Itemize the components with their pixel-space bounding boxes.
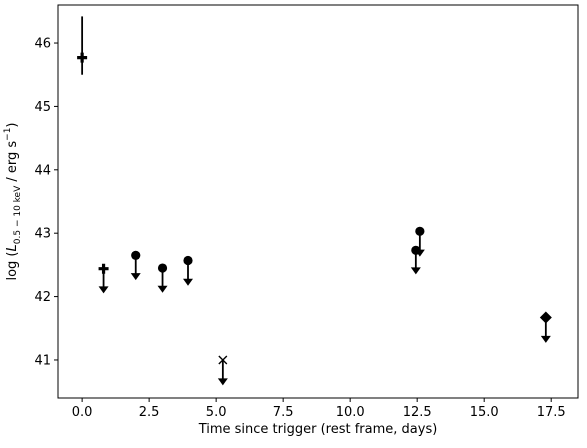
plus-marker — [98, 263, 109, 274]
plus-marker — [77, 52, 88, 63]
data-point — [183, 255, 193, 286]
data-point — [414, 226, 425, 257]
x-tick-label: 2.5 — [139, 405, 160, 420]
data-point — [217, 355, 228, 386]
y-axis-title-subscript: 0.5 − 10 keV — [13, 185, 23, 244]
y-tick-label: 46 — [34, 37, 51, 52]
upper-limit-arrowhead — [98, 286, 109, 294]
x-axis-title: Time since trigger (rest frame, days) — [198, 422, 438, 437]
y-axis-title-suffix: ) — [5, 122, 20, 127]
circle-marker — [157, 263, 168, 273]
y-axis-title-symbol: L — [5, 244, 20, 251]
y-tick-label: 44 — [34, 163, 51, 178]
y-axis-title-unit: / erg s — [5, 141, 20, 186]
x-tick-label: 7.5 — [273, 405, 294, 420]
upper-limit-arrowhead — [414, 249, 425, 257]
upper-limit-arrowhead — [130, 273, 141, 281]
upper-limit-arrowhead — [157, 285, 168, 293]
y-tick-label: 42 — [34, 290, 51, 305]
circle-marker — [415, 226, 425, 236]
y-tick-label: 43 — [34, 227, 51, 242]
x-tick-label: 5.0 — [206, 405, 227, 420]
x-tick-label: 0.0 — [72, 405, 93, 420]
y-axis-title-prefix: log ( — [5, 251, 20, 280]
y-axis-title-unit-exp: −1 — [3, 128, 13, 141]
data-point — [98, 263, 109, 294]
circle-marker — [183, 255, 193, 266]
x-tick-label: 12.5 — [403, 405, 432, 420]
plot-area — [77, 16, 552, 386]
circle-marker — [131, 250, 141, 260]
upper-limit-arrowhead — [183, 278, 193, 286]
x-tick-label: 15.0 — [470, 405, 499, 420]
upper-limit-arrowhead — [217, 378, 228, 386]
y-tick-label: 41 — [34, 353, 51, 368]
x-marker — [218, 355, 228, 365]
upper-limit-arrowhead — [410, 267, 421, 275]
data-point — [77, 16, 88, 75]
data-point — [157, 263, 168, 293]
x-tick-label: 17.5 — [537, 405, 566, 420]
data-point — [539, 311, 552, 343]
diamond-marker — [539, 311, 552, 324]
y-axis-title: log (L0.5 − 10 keV / erg s−1) — [3, 122, 23, 280]
x-tick-label: 10.0 — [336, 405, 365, 420]
y-tick-label: 45 — [34, 100, 51, 115]
upper-limit-arrowhead — [540, 335, 551, 343]
axes: 0.0 2.5 5.0 7.5 10.0 12.5 15.0 17.5 41 42 43 44 45 46 — [34, 4, 579, 420]
data-point — [130, 250, 141, 281]
plot-frame — [57, 4, 579, 399]
